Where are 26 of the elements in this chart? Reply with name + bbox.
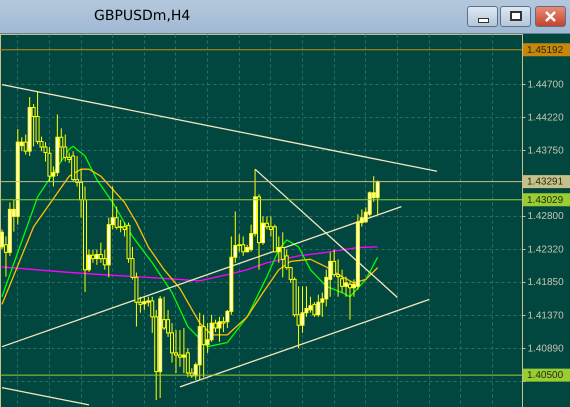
line-series — [1, 146, 378, 348]
y-tick-label: 1.40890 — [528, 344, 564, 355]
ref-line-label: 1.40500 — [527, 370, 564, 382]
ref-line-label: 1.43291 — [527, 176, 564, 188]
candlestick — [202, 314, 206, 378]
candlestick — [142, 296, 146, 310]
ref-line-label: 1.43029 — [527, 194, 564, 206]
candlestick — [182, 327, 186, 374]
y-tick-label: 1.43750 — [528, 145, 564, 156]
ref-line-label: 1.45192 — [527, 44, 564, 56]
y-tick-label: 1.44220 — [528, 112, 564, 124]
candlestick — [71, 150, 76, 182]
y-tick-label: 1.44700 — [528, 79, 564, 90]
candlestick — [280, 232, 285, 278]
y-tick-label: 1.41850 — [528, 277, 564, 288]
y-tick-label: 1.41370 — [528, 310, 564, 322]
candlestick — [241, 236, 246, 256]
candlestick — [118, 219, 123, 233]
candlestick — [217, 316, 222, 342]
candlestick — [94, 249, 99, 266]
y-tick-label: 1.42800 — [528, 211, 564, 222]
candlestick — [316, 294, 320, 318]
y-tick-label: 1.42320 — [528, 244, 564, 256]
chart-title: GBPUSDm,H4 — [94, 8, 190, 24]
line-series — [1, 246, 378, 282]
candlestick — [376, 180, 380, 215]
